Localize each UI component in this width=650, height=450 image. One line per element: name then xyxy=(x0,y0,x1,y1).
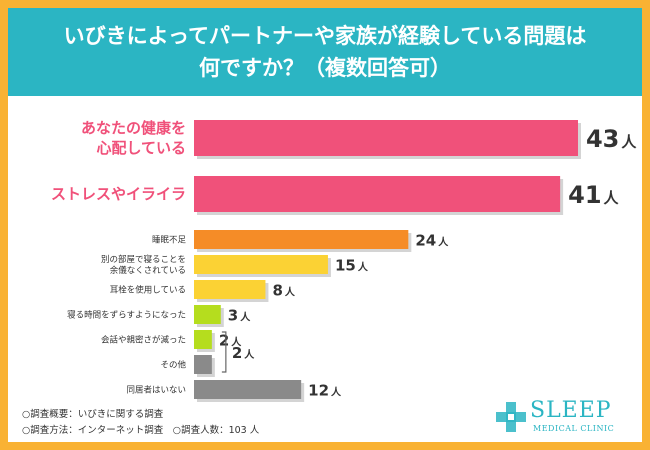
category-label-2: ストレスやイライラ xyxy=(51,185,186,203)
chart-title-line-1: いびきによってパートナーや家族が経験している問題は xyxy=(63,24,587,48)
bar-3 xyxy=(194,230,409,249)
bar-7 xyxy=(194,330,212,349)
medical-cross-icon xyxy=(496,402,526,432)
chart-title-line-2: 何ですか？（複数回答可） xyxy=(199,56,451,80)
bar-8 xyxy=(194,355,212,374)
value-label-9: 12 人 xyxy=(308,382,342,400)
category-label-1: あなたの健康を心配している xyxy=(81,119,186,157)
value-label-1: 43 人 xyxy=(586,125,637,153)
survey-summary-note: ○調査概要：いびきに関する調査 xyxy=(22,409,164,420)
logo-subtitle: MEDICAL CLINIC xyxy=(533,424,615,433)
bar-4 xyxy=(194,255,328,274)
category-label-9: 同居者はいない xyxy=(126,386,186,396)
group-bracket xyxy=(221,331,227,373)
bar-1 xyxy=(194,120,578,156)
infographic-frame: いびきによってパートナーや家族が経験している問題は 何ですか？（複数回答可） あ… xyxy=(8,8,642,442)
title-banner: いびきによってパートナーや家族が経験している問題は 何ですか？（複数回答可） xyxy=(8,8,642,96)
bar-9 xyxy=(194,380,302,399)
value-label-4: 15 人 xyxy=(335,257,369,275)
category-label-4: 別の部屋で寝ることを余儀なくされている xyxy=(101,254,186,276)
logo-name: SLEEP xyxy=(530,398,612,423)
clinic-logo: SLEEP MEDICAL CLINIC xyxy=(496,398,636,438)
category-label-6: 寝る時間をずらすようになった xyxy=(67,310,186,321)
value-label-3: 24 人 xyxy=(415,232,449,250)
category-label-5: 耳栓を使用している xyxy=(110,285,186,296)
survey-method-note: ○調査方法：インターネット調査 ○調査人数：103 人 xyxy=(22,425,260,436)
bar-2 xyxy=(194,176,561,212)
bar-6 xyxy=(194,305,221,324)
category-label-8: その他 xyxy=(160,360,186,371)
value-label-2: 41 人 xyxy=(568,181,619,209)
bar-5 xyxy=(194,280,266,299)
category-label-3: 睡眠不足 xyxy=(152,236,187,246)
category-label-7: 会話や親密さが減った xyxy=(101,335,186,346)
